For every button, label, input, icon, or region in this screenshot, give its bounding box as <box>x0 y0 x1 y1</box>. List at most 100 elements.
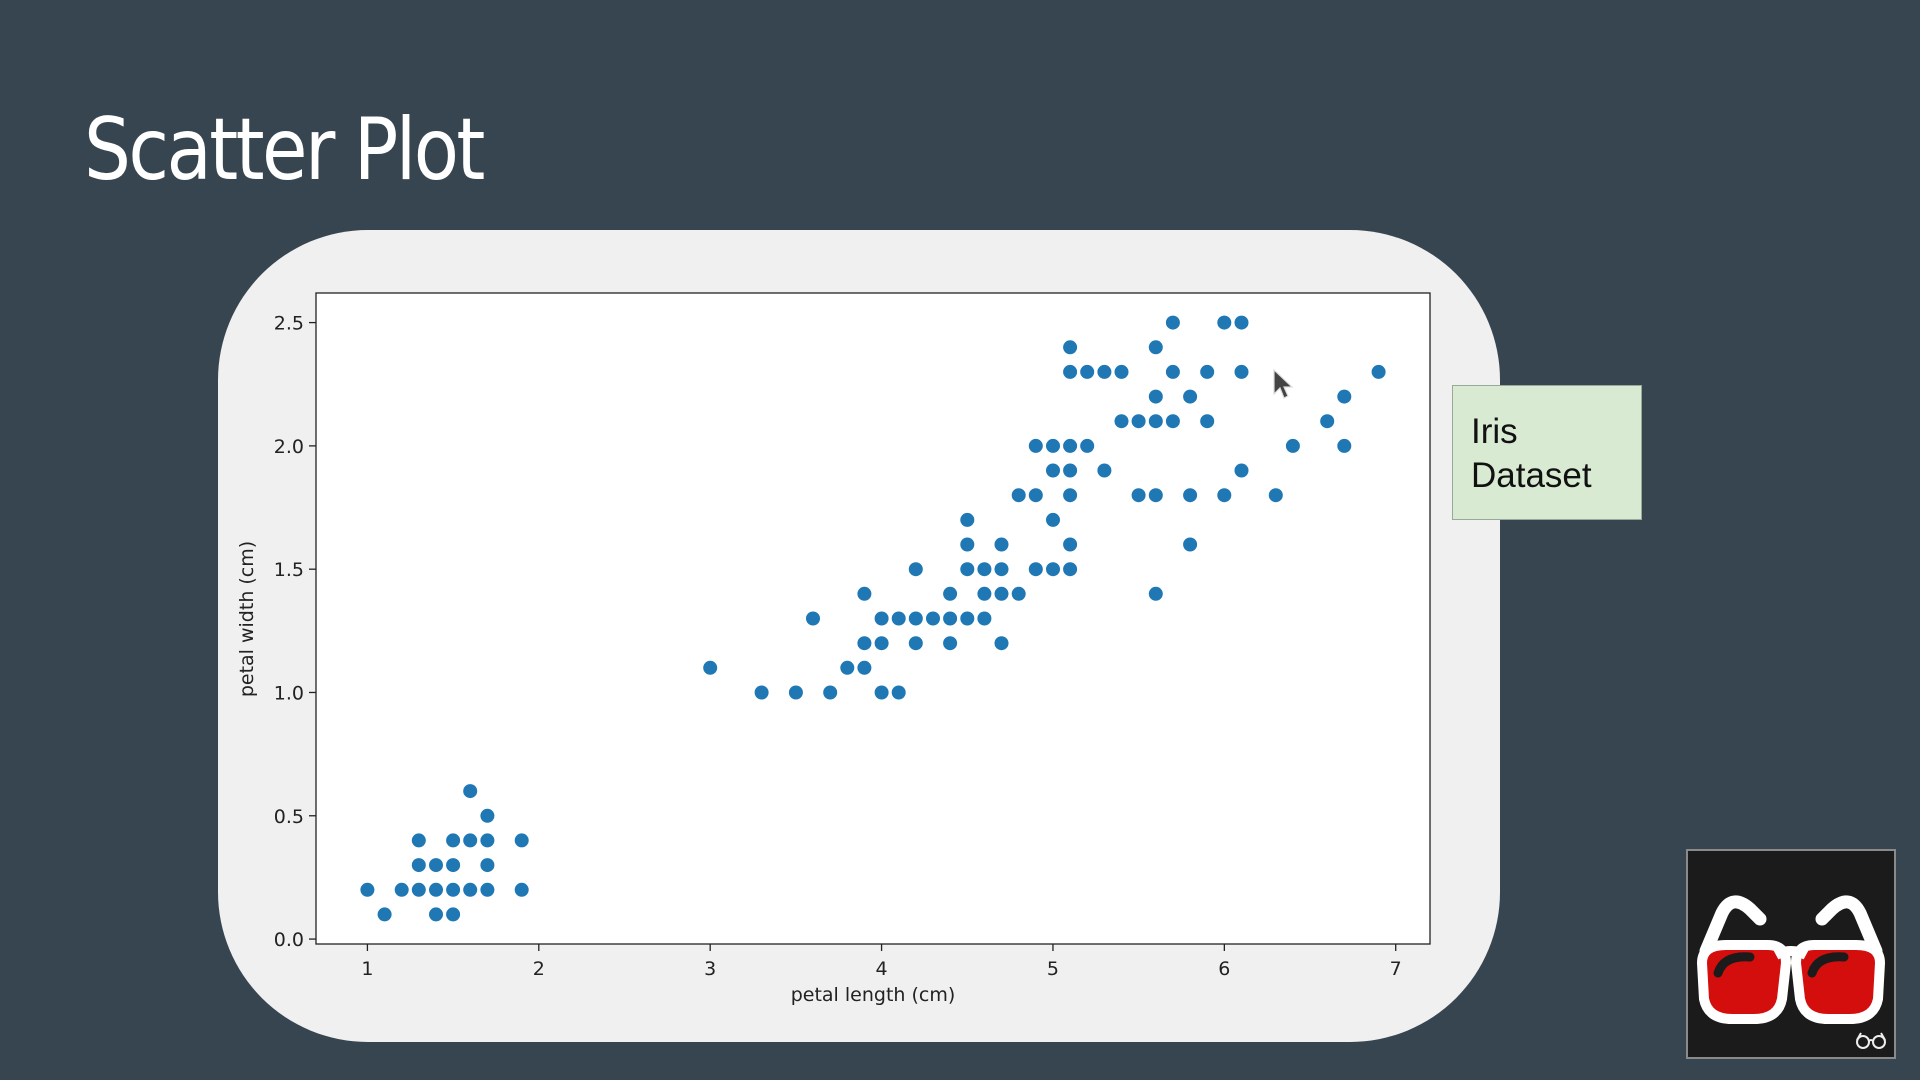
data-point <box>1046 562 1060 577</box>
data-point <box>1063 537 1078 552</box>
data-point <box>1217 315 1232 330</box>
data-point <box>1063 488 1078 503</box>
dataset-note: Iris Dataset <box>1452 385 1642 520</box>
data-point <box>874 611 889 626</box>
data-point <box>943 636 958 651</box>
data-point <box>1028 438 1043 453</box>
data-point <box>514 882 529 897</box>
small-glasses-icon <box>1856 1032 1886 1049</box>
data-point <box>1046 438 1060 453</box>
data-point <box>994 636 1009 651</box>
data-point <box>977 586 992 601</box>
data-point <box>703 660 718 675</box>
data-point <box>1183 537 1198 552</box>
data-point <box>1234 315 1249 330</box>
data-point <box>446 858 461 873</box>
x-tick-label: 1 <box>361 958 373 980</box>
x-tick-label: 7 <box>1390 958 1402 980</box>
data-point <box>1371 364 1386 379</box>
dataset-note-text: Iris Dataset <box>1471 412 1592 495</box>
data-point <box>1148 488 1163 503</box>
y-tick-label: 1.5 <box>274 559 304 581</box>
chart-card: 1 2 3 4 5 6 7 0.0 0.5 1.0 1.5 2.0 2.5 petal length … <box>218 230 1500 1042</box>
data-point <box>994 537 1009 552</box>
glasses-icon <box>1696 895 1886 1024</box>
plot-area <box>315 292 1431 945</box>
data-point <box>1063 438 1078 453</box>
data-point <box>908 562 923 577</box>
data-point <box>1148 586 1163 601</box>
data-point <box>1234 463 1249 478</box>
data-point <box>1148 414 1163 429</box>
data-point <box>411 833 426 848</box>
data-point <box>411 882 426 897</box>
data-point <box>1200 414 1215 429</box>
data-point <box>1080 438 1095 453</box>
data-point <box>857 636 872 651</box>
data-point <box>1114 414 1129 429</box>
data-point <box>1011 586 1026 601</box>
data-point <box>874 636 889 651</box>
data-point <box>394 882 409 897</box>
scatter-chart: 1 2 3 4 5 6 7 0.0 0.5 1.0 1.5 2.0 2.5 petal length … <box>236 292 1431 1006</box>
data-point <box>446 907 461 922</box>
x-tick-label: 3 <box>704 958 716 980</box>
data-point <box>1114 364 1129 379</box>
data-point <box>1165 414 1180 429</box>
data-point <box>463 784 478 799</box>
data-point <box>429 907 443 922</box>
data-point <box>480 833 495 848</box>
data-point <box>857 586 872 601</box>
data-point <box>1131 488 1146 503</box>
data-point <box>960 611 975 626</box>
data-point <box>446 833 461 848</box>
data-point <box>1165 315 1180 330</box>
data-point <box>463 833 478 848</box>
data-point <box>1131 414 1146 429</box>
data-point <box>908 611 923 626</box>
data-point <box>429 858 443 873</box>
data-point <box>1046 512 1060 527</box>
data-point <box>1011 488 1026 503</box>
data-point <box>446 882 461 897</box>
data-point <box>480 808 495 823</box>
x-tick-label: 5 <box>1047 958 1059 980</box>
data-point <box>891 685 906 700</box>
data-point <box>960 537 975 552</box>
y-tick-label: 1.0 <box>274 682 304 704</box>
data-point <box>994 586 1009 601</box>
data-point <box>943 611 958 626</box>
data-point <box>1268 488 1283 503</box>
x-tick-label: 2 <box>533 958 545 980</box>
data-point <box>994 562 1009 577</box>
mouse-cursor-icon <box>1273 368 1294 399</box>
y-axis-label: petal width (cm) <box>236 541 258 697</box>
y-tick-label: 0.5 <box>274 806 304 828</box>
data-point <box>1028 562 1043 577</box>
data-point <box>788 685 803 700</box>
data-point <box>1234 364 1249 379</box>
x-tick-label: 6 <box>1218 958 1230 980</box>
data-point <box>1063 340 1078 355</box>
data-point <box>960 562 975 577</box>
data-points <box>360 315 1386 922</box>
data-point <box>1217 488 1232 503</box>
data-point <box>514 833 529 848</box>
data-point <box>1148 340 1163 355</box>
data-point <box>480 882 495 897</box>
data-point <box>891 611 906 626</box>
data-point <box>1097 463 1112 478</box>
y-tick-label: 2.5 <box>274 313 304 335</box>
data-point <box>1183 389 1198 404</box>
data-point <box>463 882 478 897</box>
data-point <box>823 685 838 700</box>
data-point <box>960 512 975 527</box>
data-point <box>806 611 820 626</box>
data-point <box>1097 364 1112 379</box>
x-tick-label: 4 <box>876 958 888 980</box>
y-axis-ticks: 0.0 0.5 1.0 1.5 2.0 2.5 <box>274 313 316 951</box>
data-point <box>1320 414 1335 429</box>
data-point <box>857 660 872 675</box>
x-axis-label: petal length (cm) <box>791 984 956 1006</box>
data-point <box>908 636 923 651</box>
